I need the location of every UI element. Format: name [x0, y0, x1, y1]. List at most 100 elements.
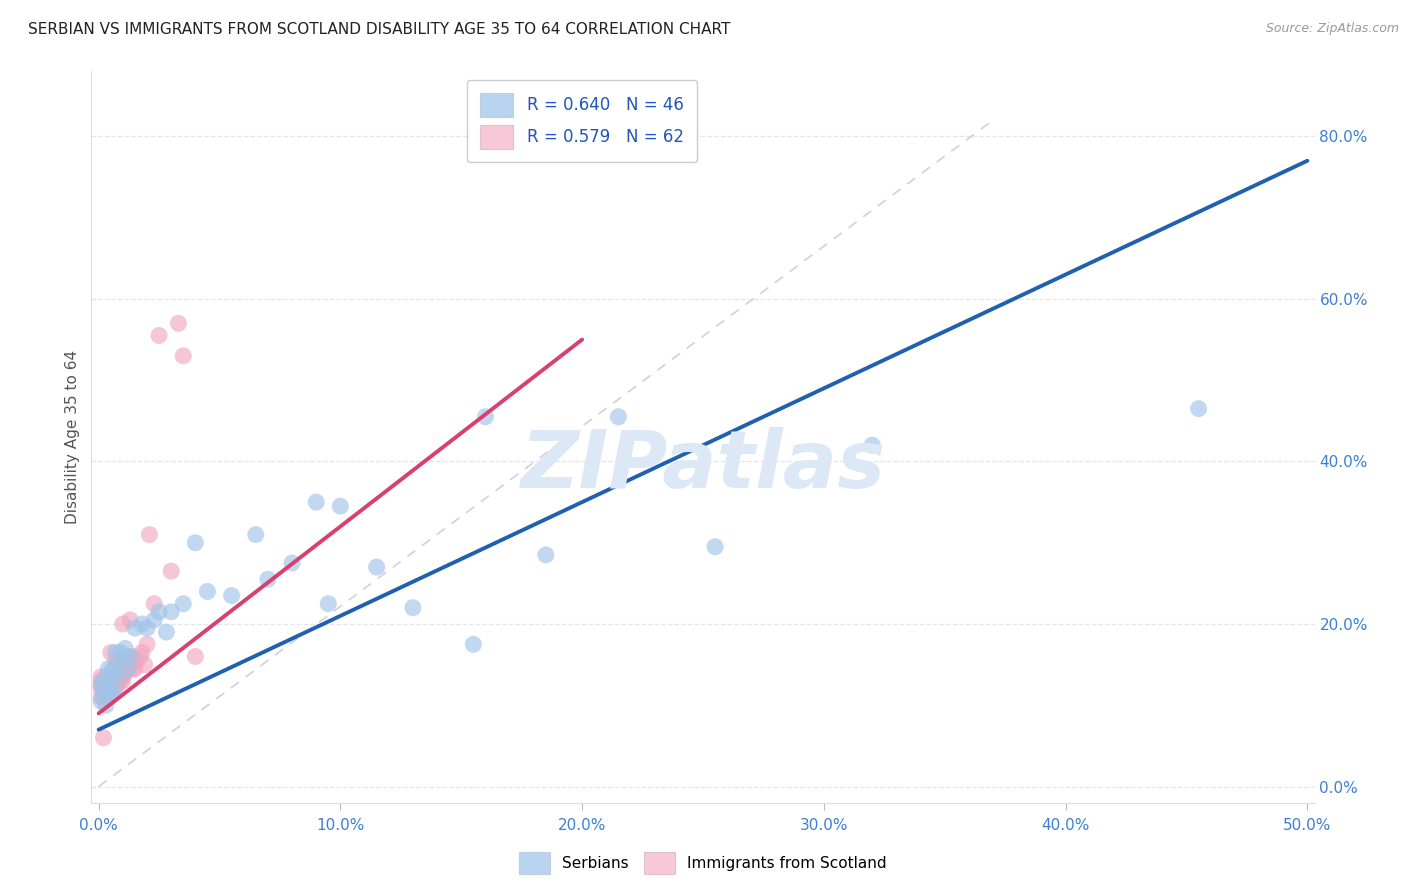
Point — [97, 678, 120, 692]
Point — [107, 673, 129, 688]
Point — [90, 681, 112, 696]
Point — [100, 686, 122, 700]
Point — [104, 662, 127, 676]
Point — [94, 681, 117, 696]
Point — [860, 438, 883, 452]
Point — [97, 662, 120, 676]
Point — [117, 662, 139, 676]
Point — [305, 495, 328, 509]
Point — [111, 670, 134, 684]
Point — [93, 681, 115, 696]
Point — [90, 673, 112, 688]
Point — [107, 678, 129, 692]
Point — [463, 637, 485, 651]
Point — [93, 686, 115, 700]
Point — [245, 527, 267, 541]
Point — [121, 649, 143, 664]
Point — [100, 678, 122, 692]
Point — [101, 678, 124, 692]
Point — [131, 617, 153, 632]
Point — [172, 597, 194, 611]
Point — [143, 597, 166, 611]
Point — [90, 678, 112, 692]
Point — [97, 686, 120, 700]
Point — [127, 654, 149, 668]
Point — [111, 673, 134, 688]
Point — [474, 409, 496, 424]
Point — [114, 665, 136, 680]
Point — [120, 649, 142, 664]
Point — [1187, 401, 1209, 416]
Point — [143, 613, 166, 627]
Point — [128, 649, 150, 664]
Point — [120, 613, 142, 627]
Point — [197, 584, 219, 599]
Text: Source: ZipAtlas.com: Source: ZipAtlas.com — [1265, 22, 1399, 36]
Point — [90, 694, 112, 708]
Point — [93, 731, 115, 745]
Point — [134, 657, 156, 672]
Point — [93, 690, 115, 705]
Point — [402, 600, 425, 615]
Point — [184, 535, 207, 549]
Point — [111, 617, 134, 632]
Point — [100, 645, 122, 659]
Point — [90, 678, 112, 692]
Point — [184, 649, 207, 664]
Point — [104, 654, 127, 668]
Point — [93, 673, 115, 688]
Point — [90, 690, 112, 705]
Point — [117, 654, 139, 668]
Point — [100, 665, 122, 680]
Point — [329, 499, 352, 513]
Point — [110, 645, 132, 659]
Point — [148, 328, 170, 343]
Point — [93, 673, 115, 688]
Point — [131, 645, 153, 659]
Point — [94, 681, 117, 696]
Point — [114, 657, 136, 672]
Point — [107, 670, 129, 684]
Point — [104, 678, 127, 692]
Point — [107, 670, 129, 684]
Point — [607, 409, 630, 424]
Point — [366, 560, 388, 574]
Point — [104, 645, 127, 659]
Point — [124, 662, 146, 676]
Point — [257, 572, 280, 586]
Point — [111, 649, 134, 664]
Point — [101, 670, 124, 684]
Point — [101, 662, 124, 676]
Point — [114, 641, 136, 656]
Legend: Serbians, Immigrants from Scotland: Serbians, Immigrants from Scotland — [513, 846, 893, 880]
Point — [136, 637, 159, 651]
Point — [172, 349, 194, 363]
Point — [136, 621, 159, 635]
Point — [534, 548, 557, 562]
Text: SERBIAN VS IMMIGRANTS FROM SCOTLAND DISABILITY AGE 35 TO 64 CORRELATION CHART: SERBIAN VS IMMIGRANTS FROM SCOTLAND DISA… — [28, 22, 731, 37]
Point — [97, 673, 120, 688]
Point — [97, 681, 120, 696]
Point — [104, 665, 127, 680]
Point — [117, 662, 139, 676]
Point — [160, 605, 183, 619]
Point — [94, 678, 117, 692]
Point — [316, 597, 339, 611]
Point — [124, 621, 146, 635]
Point — [704, 540, 727, 554]
Point — [110, 673, 132, 688]
Point — [94, 686, 117, 700]
Y-axis label: Disability Age 35 to 64: Disability Age 35 to 64 — [65, 350, 80, 524]
Point — [281, 556, 304, 570]
Point — [107, 657, 129, 672]
Point — [90, 670, 112, 684]
Point — [101, 686, 124, 700]
Point — [100, 681, 122, 696]
Text: ZIPatlas: ZIPatlas — [520, 427, 886, 506]
Legend: R = 0.640   N = 46, R = 0.579   N = 62: R = 0.640 N = 46, R = 0.579 N = 62 — [467, 79, 697, 161]
Point — [101, 681, 124, 696]
Point — [121, 662, 143, 676]
Point — [94, 690, 117, 705]
Point — [104, 673, 127, 688]
Point — [160, 564, 183, 578]
